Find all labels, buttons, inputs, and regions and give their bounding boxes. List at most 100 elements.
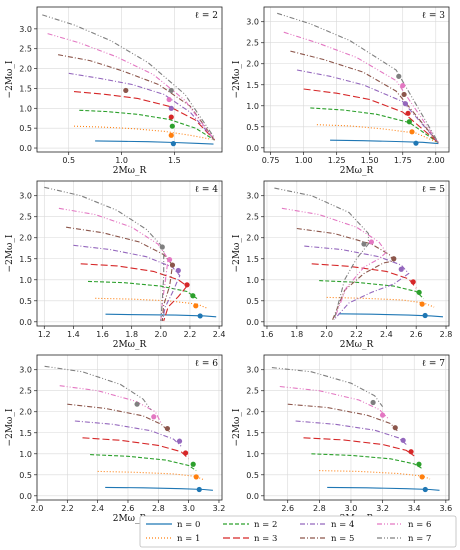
axes-frame <box>263 6 450 153</box>
series-group <box>274 187 444 321</box>
ell-label: ℓ = 2 <box>195 11 218 21</box>
ytick-label: 2.0 <box>246 60 259 69</box>
marker-n0 <box>422 486 428 493</box>
ytick-label: 2.5 <box>19 387 32 396</box>
ytick-label: 2.0 <box>19 408 32 417</box>
ytick-label: 2.0 <box>19 65 32 74</box>
marker-n1 <box>193 303 199 309</box>
marker-n7 <box>134 401 140 407</box>
ylabel: −2Mω_I <box>5 408 15 446</box>
legend-entry-n0: n = 0 <box>146 520 200 530</box>
series-line-n3 <box>303 88 439 144</box>
marker-n5 <box>123 87 129 94</box>
xlabel: 2Mω_R <box>340 166 374 176</box>
xtick-label: 3.0 <box>182 504 195 513</box>
series-line-n2 <box>319 280 424 300</box>
marker-n1 <box>419 301 425 307</box>
xtick-label: 1.8 <box>290 330 303 339</box>
legend-entry-n7: n = 7 <box>377 534 431 544</box>
xtick-label: 1.25 <box>328 156 346 165</box>
series-line-n1 <box>95 297 208 309</box>
xtick-label: 2.6 <box>122 504 135 513</box>
marker-n7 <box>361 241 367 247</box>
ytick-label: 0.0 <box>246 144 259 153</box>
ytick-label: 2.5 <box>19 45 32 54</box>
series-line-n0 <box>95 140 214 145</box>
ytick-label: 0.0 <box>246 318 259 327</box>
ytick-label: 3.0 <box>246 18 259 27</box>
xtick-label: 2.8 <box>313 504 326 513</box>
xtick-label: 2.6 <box>410 330 423 339</box>
series-line-n2 <box>311 453 423 469</box>
legend-label: n = 6 <box>408 520 431 530</box>
series-line-n1 <box>97 470 205 481</box>
grid <box>37 181 222 326</box>
series-line-n0 <box>105 486 213 491</box>
panel-4: 1.6 1.8 2.0 2.2 2.4 2.6 2.8 0.0 0.5 1.0 1.5 2.0 2.5 3… <box>232 180 453 350</box>
xtick-label: 1.8 <box>125 330 138 339</box>
marker-n4 <box>402 101 408 107</box>
xtick-label: 2.8 <box>152 504 165 513</box>
marker-n5 <box>169 262 176 268</box>
xtick-label: 1.75 <box>394 156 412 165</box>
ylabel: −2Mω_I <box>5 60 15 98</box>
series-group <box>277 12 439 145</box>
series-line-n5 <box>66 226 174 322</box>
ytick-label: 3.0 <box>19 192 32 201</box>
marker-n3 <box>408 449 414 455</box>
xtick-label: 2.2 <box>350 330 363 339</box>
axes-frame <box>36 354 223 501</box>
marker-n6 <box>166 256 173 263</box>
legend-entry-n6: n = 6 <box>377 520 431 530</box>
xtick-label: 2.8 <box>440 330 453 339</box>
series-line-n6 <box>58 207 169 322</box>
axes-frame <box>263 354 450 501</box>
ylabel: −2Mω_I <box>232 234 242 272</box>
grid <box>36 355 222 500</box>
ytick-label: 3.0 <box>19 366 32 375</box>
series-line-n6 <box>47 33 216 141</box>
xtick-label: 2.6 <box>281 504 294 513</box>
ytick-label: 3.0 <box>246 192 259 201</box>
ytick-label: 1.5 <box>246 429 259 438</box>
legend-entry-n2: n = 2 <box>223 520 277 530</box>
marker-n1 <box>193 474 199 480</box>
series-line-n7 <box>44 365 152 410</box>
series-line-n1 <box>326 296 435 308</box>
ytick-label: 1.5 <box>19 255 32 264</box>
legend-label: n = 0 <box>177 520 200 530</box>
series-line-n4 <box>68 72 216 141</box>
marker-n2 <box>416 461 422 467</box>
series-line-n6 <box>281 207 388 320</box>
xtick-label: 0.75 <box>262 156 280 165</box>
marker-n6 <box>368 239 375 245</box>
xtick-label: 3.4 <box>408 504 421 513</box>
marker-n5 <box>164 425 171 432</box>
panel-1: 0.5 1.0 1.5 0.0 0.5 1.0 1.5 2.0 2.5 3.0 2Mω_R −2Mω_… <box>5 6 223 176</box>
ell-label: ℓ = 4 <box>195 185 219 195</box>
series-line-n2 <box>87 280 198 300</box>
marker-n6 <box>151 414 157 420</box>
series-line-n4 <box>304 245 410 321</box>
ytick-label: 2.0 <box>19 234 32 243</box>
ell-label: ℓ = 3 <box>422 11 446 21</box>
legend-label: n = 5 <box>331 534 354 544</box>
marker-n1 <box>168 132 174 138</box>
ytick-label: 3.0 <box>19 25 32 34</box>
ytick-label: 0.5 <box>246 123 259 132</box>
marker-n3 <box>184 282 190 288</box>
xtick-label: 0.5 <box>62 156 75 165</box>
ytick-label: 2.5 <box>246 39 259 48</box>
series-line-n3 <box>73 91 215 141</box>
xtick-label: 3.2 <box>213 504 226 513</box>
ytick-label: 0.5 <box>19 297 32 306</box>
marker-n7 <box>168 87 174 94</box>
ytick-label: 0.5 <box>19 471 32 480</box>
marker-n5 <box>391 256 397 262</box>
series-line-n2 <box>79 109 215 141</box>
panels: 0.5 1.0 1.5 0.0 0.5 1.0 1.5 2.0 2.5 3.0 2Mω_R −2Mω_… <box>5 6 453 524</box>
ytick-label: 0.0 <box>246 492 259 501</box>
ytick-label: 1.0 <box>246 276 259 285</box>
ell-label: ℓ = 6 <box>195 359 219 369</box>
